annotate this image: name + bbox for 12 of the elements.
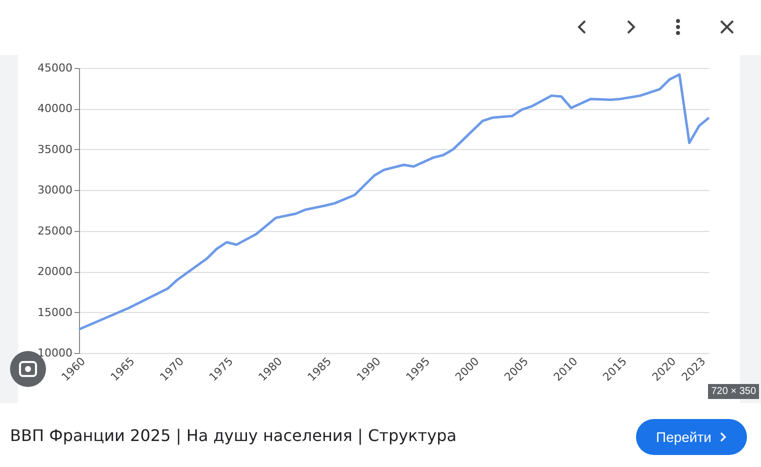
text: Перейти bbox=[636, 419, 747, 455]
y-tick-label: 35000 bbox=[38, 142, 72, 156]
y-tick-label: 40000 bbox=[38, 102, 72, 116]
y-tick-label: 15000 bbox=[38, 306, 72, 319]
text: ВВП Франции 2025 | На душу населения | Структура bbox=[10, 426, 457, 445]
y-tick-label: 45000 bbox=[38, 62, 72, 74]
line-series bbox=[78, 73, 710, 331]
y-tick-label: 10000 bbox=[38, 346, 72, 360]
text: 720 × 350 bbox=[708, 384, 759, 399]
y-tick-label: 25000 bbox=[38, 224, 72, 238]
y-tick-label: 20000 bbox=[38, 265, 72, 278]
y-tick-label: 30000 bbox=[38, 184, 72, 197]
